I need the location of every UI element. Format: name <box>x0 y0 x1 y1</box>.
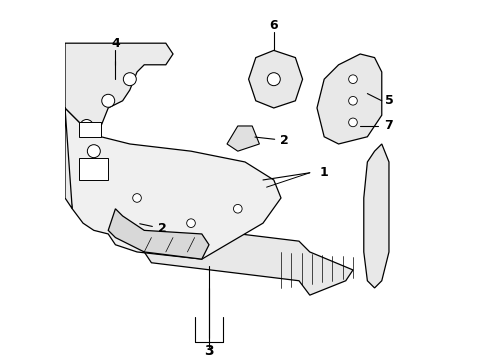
Text: 7: 7 <box>385 120 393 132</box>
Circle shape <box>233 204 242 213</box>
Circle shape <box>268 73 280 86</box>
Text: 6: 6 <box>270 19 278 32</box>
Text: 4: 4 <box>111 37 120 50</box>
Circle shape <box>349 96 357 105</box>
Circle shape <box>133 194 141 202</box>
FancyBboxPatch shape <box>79 122 101 137</box>
Text: 1: 1 <box>320 166 329 179</box>
Polygon shape <box>248 50 303 108</box>
Circle shape <box>87 145 100 158</box>
Polygon shape <box>317 54 382 144</box>
Circle shape <box>349 118 357 127</box>
Polygon shape <box>65 43 173 209</box>
Circle shape <box>187 219 196 228</box>
Circle shape <box>102 94 115 107</box>
Circle shape <box>80 120 93 132</box>
Circle shape <box>349 75 357 84</box>
Polygon shape <box>227 126 259 151</box>
Circle shape <box>123 73 136 86</box>
Polygon shape <box>65 108 281 259</box>
Text: 2: 2 <box>140 222 167 235</box>
Text: 5: 5 <box>385 94 393 107</box>
Text: 3: 3 <box>204 344 214 358</box>
Text: 2: 2 <box>255 134 289 147</box>
Polygon shape <box>108 209 209 259</box>
Polygon shape <box>144 223 353 295</box>
Polygon shape <box>364 144 389 288</box>
FancyBboxPatch shape <box>79 158 108 180</box>
